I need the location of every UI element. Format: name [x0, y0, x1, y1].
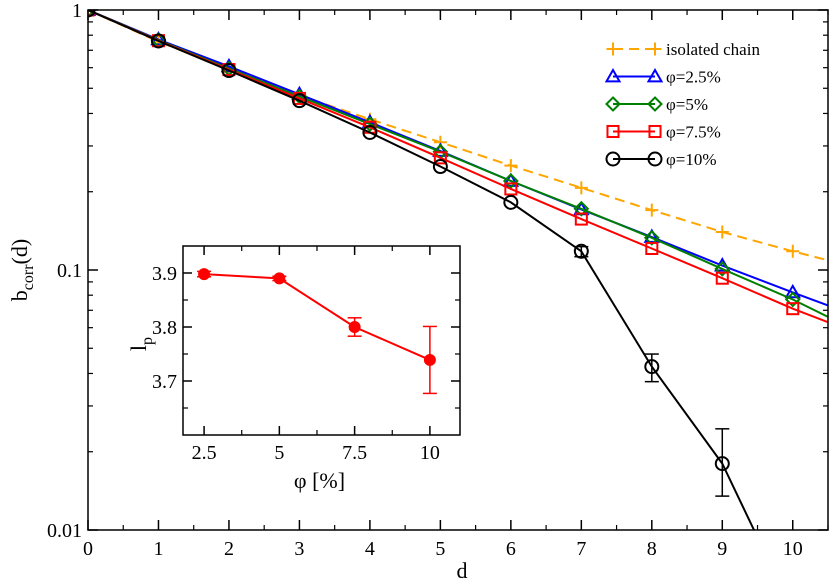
data-point — [643, 229, 660, 246]
data-point — [645, 203, 659, 217]
legend-label: φ=5% — [666, 95, 708, 114]
y-tick-label: 1 — [72, 0, 82, 22]
inset-data-point — [423, 353, 436, 366]
inset-x-tick-label: 7.5 — [342, 442, 367, 464]
inset-series-line — [204, 273, 431, 361]
legend-marker — [606, 124, 620, 139]
legend-marker — [606, 42, 620, 56]
legend-marker — [605, 96, 621, 112]
y-tick-label: 0.01 — [47, 520, 82, 542]
data-point — [573, 243, 589, 259]
legend-marker — [646, 67, 664, 83]
series-group — [88, 10, 828, 530]
x-tick-label: 0 — [83, 538, 93, 560]
inset-data-point — [198, 268, 211, 281]
data-point — [504, 182, 518, 196]
legend-marker — [605, 151, 621, 167]
legend-marker — [647, 151, 663, 167]
inset-y-tick-label: 3.8 — [152, 317, 177, 339]
y-axis-label: bcorr(d) — [7, 239, 37, 301]
inset-y-tick-label: 3.9 — [152, 263, 177, 285]
inset-frame — [182, 245, 461, 436]
inset-x-tick-label: 5 — [274, 442, 284, 464]
main-ticks: 0 1 2 3 4 5 6 7 8 9 10 0.01 0.1 1 — [47, 0, 829, 560]
x-tick-label: 5 — [435, 538, 445, 560]
y-tick-label: 0.1 — [57, 260, 82, 282]
data-point — [574, 181, 588, 195]
data-point — [786, 244, 800, 258]
legend-label: φ=2.5% — [666, 68, 721, 87]
x-tick-label: 6 — [506, 538, 516, 560]
x-tick-label: 8 — [647, 538, 657, 560]
x-tick-label: 2 — [224, 538, 234, 560]
inset-x-tick-label: 10 — [420, 442, 440, 464]
legend-marker — [648, 124, 662, 139]
inset-y-axis-label: lp — [126, 337, 156, 351]
data-point — [714, 260, 731, 277]
x-tick-label: 1 — [153, 538, 163, 560]
data-point — [784, 291, 801, 308]
data-point — [362, 124, 378, 140]
inset-y-tick-label: 3.7 — [152, 371, 177, 393]
data-point — [504, 159, 518, 173]
inset-x-tick-label: 2.5 — [192, 442, 217, 464]
plot-frame — [87, 9, 829, 531]
x-tick-label: 4 — [365, 538, 375, 560]
inset-plot: 2.5 5 7.5 10 3.7 3.8 3.9 φ [%] lp — [126, 245, 461, 493]
x-tick-label: 9 — [717, 538, 727, 560]
data-point — [150, 33, 166, 49]
data-point — [714, 456, 730, 472]
inset-data-point — [273, 272, 286, 285]
legend-marker — [647, 96, 663, 112]
data-point — [645, 241, 659, 256]
data-point — [786, 302, 800, 316]
legend-label: φ=10% — [666, 150, 717, 169]
legend-marker — [604, 67, 622, 83]
x-axis-label: d — [457, 558, 468, 583]
data-point — [503, 194, 519, 210]
data-point — [291, 93, 307, 109]
series-line — [88, 10, 755, 530]
legend-label: φ=7.5% — [666, 123, 721, 142]
x-tick-label: 3 — [294, 538, 304, 560]
x-tick-label: 7 — [576, 538, 586, 560]
data-point — [715, 225, 729, 239]
inset-x-axis-label: φ [%] — [294, 468, 345, 493]
legend-label: isolated chain — [666, 40, 760, 59]
data-point — [784, 283, 801, 299]
inset-data-point — [348, 321, 361, 333]
x-tick-label: 10 — [783, 538, 803, 560]
data-point — [432, 159, 448, 175]
data-point — [644, 359, 660, 375]
legend-marker — [648, 42, 662, 56]
legend: isolated chain φ=2.5% φ=5% φ=7.5% φ=10% — [604, 40, 760, 169]
main-plot: 0 1 2 3 4 5 6 7 8 9 10 0.01 0.1 1 d bcorr(d) — [7, 0, 829, 583]
data-point — [715, 271, 729, 285]
data-point — [221, 63, 237, 79]
data-point — [573, 200, 590, 217]
data-point — [574, 212, 588, 226]
data-point — [502, 173, 519, 189]
data-point — [433, 151, 447, 165]
